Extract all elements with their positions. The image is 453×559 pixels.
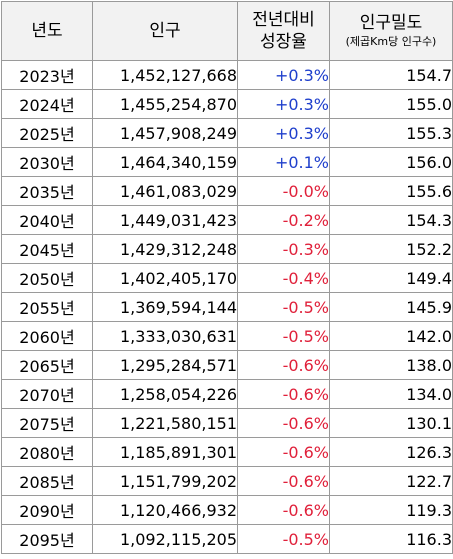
cell-year: 2075년 <box>1 408 93 438</box>
cell-density: 155.6 <box>329 176 453 206</box>
cell-density: 155.0 <box>329 89 453 119</box>
cell-year: 2065년 <box>1 350 93 380</box>
cell-population: 1,464,340,159 <box>92 147 238 177</box>
table-row: 2095년 1,092,115,205 -0.5% 116.3 <box>1 524 453 554</box>
cell-growth: -0.4% <box>237 263 330 293</box>
cell-growth: -0.6% <box>237 495 330 525</box>
cell-growth: -0.0% <box>237 176 330 206</box>
table-row: 2024년 1,455,254,870 +0.3% 155.0 <box>1 89 453 119</box>
cell-growth: -0.6% <box>237 350 330 380</box>
cell-density: 155.3 <box>329 118 453 148</box>
header-density-line1: 인구밀도 <box>359 13 423 33</box>
cell-growth: -0.6% <box>237 408 330 438</box>
cell-population: 1,258,054,226 <box>92 379 238 409</box>
cell-growth: -0.6% <box>237 379 330 409</box>
cell-year: 2050년 <box>1 263 93 293</box>
cell-growth: -0.3% <box>237 234 330 264</box>
cell-density: 154.7 <box>329 60 453 90</box>
cell-density: 138.0 <box>329 350 453 380</box>
cell-density: 122.7 <box>329 466 453 496</box>
cell-population: 1,461,083,029 <box>92 176 238 206</box>
cell-density: 154.3 <box>329 205 453 235</box>
cell-growth: -0.6% <box>237 437 330 467</box>
cell-year: 2060년 <box>1 321 93 351</box>
table-row: 2090년 1,120,466,932 -0.6% 119.3 <box>1 495 453 525</box>
table-row: 2030년 1,464,340,159 +0.1% 156.0 <box>1 147 453 177</box>
cell-density: 149.4 <box>329 263 453 293</box>
header-year: 년도 <box>1 1 93 61</box>
header-growth-line1: 전년대비 <box>252 10 315 30</box>
header-growth: 전년대비 성장율 <box>237 1 330 61</box>
table-row: 2023년 1,452,127,668 +0.3% 154.7 <box>1 60 453 90</box>
header-density-unit: (제곱Km당 인구수) <box>345 35 437 48</box>
header-density: 인구밀도 (제곱Km당 인구수) <box>329 1 453 61</box>
cell-growth: -0.5% <box>237 524 330 554</box>
header-population: 인구 <box>92 1 238 61</box>
cell-population: 1,120,466,932 <box>92 495 238 525</box>
cell-growth: -0.6% <box>237 466 330 496</box>
cell-growth: -0.2% <box>237 205 330 235</box>
table-row: 2045년 1,429,312,248 -0.3% 152.2 <box>1 234 453 264</box>
cell-growth: +0.3% <box>237 89 330 119</box>
cell-density: 142.0 <box>329 321 453 351</box>
table-row: 2080년 1,185,891,301 -0.6% 126.3 <box>1 437 453 467</box>
cell-density: 126.3 <box>329 437 453 467</box>
cell-year: 2023년 <box>1 60 93 90</box>
cell-year: 2030년 <box>1 147 93 177</box>
cell-population: 1,457,908,249 <box>92 118 238 148</box>
cell-population: 1,429,312,248 <box>92 234 238 264</box>
table-row: 2025년 1,457,908,249 +0.3% 155.3 <box>1 118 453 148</box>
cell-population: 1,333,030,631 <box>92 321 238 351</box>
cell-year: 2055년 <box>1 292 93 322</box>
cell-growth: +0.3% <box>237 118 330 148</box>
cell-population: 1,092,115,205 <box>92 524 238 554</box>
table-body: 2023년 1,452,127,668 +0.3% 154.7 2024년 1,455,2… <box>1 60 453 554</box>
cell-density: 145.9 <box>329 292 453 322</box>
cell-density: 130.1 <box>329 408 453 438</box>
cell-population: 1,452,127,668 <box>92 60 238 90</box>
cell-density: 134.0 <box>329 379 453 409</box>
cell-population: 1,221,580,151 <box>92 408 238 438</box>
header-growth-line2: 성장율 <box>260 32 307 52</box>
cell-population: 1,455,254,870 <box>92 89 238 119</box>
table-row: 2065년 1,295,284,571 -0.6% 138.0 <box>1 350 453 380</box>
cell-growth: -0.5% <box>237 292 330 322</box>
cell-growth: +0.1% <box>237 147 330 177</box>
cell-density: 152.2 <box>329 234 453 264</box>
table-row: 2070년 1,258,054,226 -0.6% 134.0 <box>1 379 453 409</box>
cell-population: 1,295,284,571 <box>92 350 238 380</box>
cell-density: 116.3 <box>329 524 453 554</box>
table-header: 년도 인구 전년대비 성장율 인구밀도 (제곱Km당 인구수) <box>1 1 453 61</box>
cell-growth: -0.5% <box>237 321 330 351</box>
header-row: 년도 인구 전년대비 성장율 인구밀도 (제곱Km당 인구수) <box>1 1 453 61</box>
table-row: 2055년 1,369,594,144 -0.5% 145.9 <box>1 292 453 322</box>
cell-population: 1,402,405,170 <box>92 263 238 293</box>
table-row: 2060년 1,333,030,631 -0.5% 142.0 <box>1 321 453 351</box>
cell-population: 1,369,594,144 <box>92 292 238 322</box>
table-row: 2085년 1,151,799,202 -0.6% 122.7 <box>1 466 453 496</box>
table-row: 2075년 1,221,580,151 -0.6% 130.1 <box>1 408 453 438</box>
cell-density: 156.0 <box>329 147 453 177</box>
cell-population: 1,449,031,423 <box>92 205 238 235</box>
cell-year: 2095년 <box>1 524 93 554</box>
table-row: 2035년 1,461,083,029 -0.0% 155.6 <box>1 176 453 206</box>
table-row: 2050년 1,402,405,170 -0.4% 149.4 <box>1 263 453 293</box>
cell-year: 2040년 <box>1 205 93 235</box>
table-row: 2040년 1,449,031,423 -0.2% 154.3 <box>1 205 453 235</box>
cell-growth: +0.3% <box>237 60 330 90</box>
cell-year: 2045년 <box>1 234 93 264</box>
cell-year: 2085년 <box>1 466 93 496</box>
cell-population: 1,151,799,202 <box>92 466 238 496</box>
cell-density: 119.3 <box>329 495 453 525</box>
cell-year: 2035년 <box>1 176 93 206</box>
cell-population: 1,185,891,301 <box>92 437 238 467</box>
cell-year: 2080년 <box>1 437 93 467</box>
cell-year: 2070년 <box>1 379 93 409</box>
cell-year: 2024년 <box>1 89 93 119</box>
cell-year: 2090년 <box>1 495 93 525</box>
cell-year: 2025년 <box>1 118 93 148</box>
